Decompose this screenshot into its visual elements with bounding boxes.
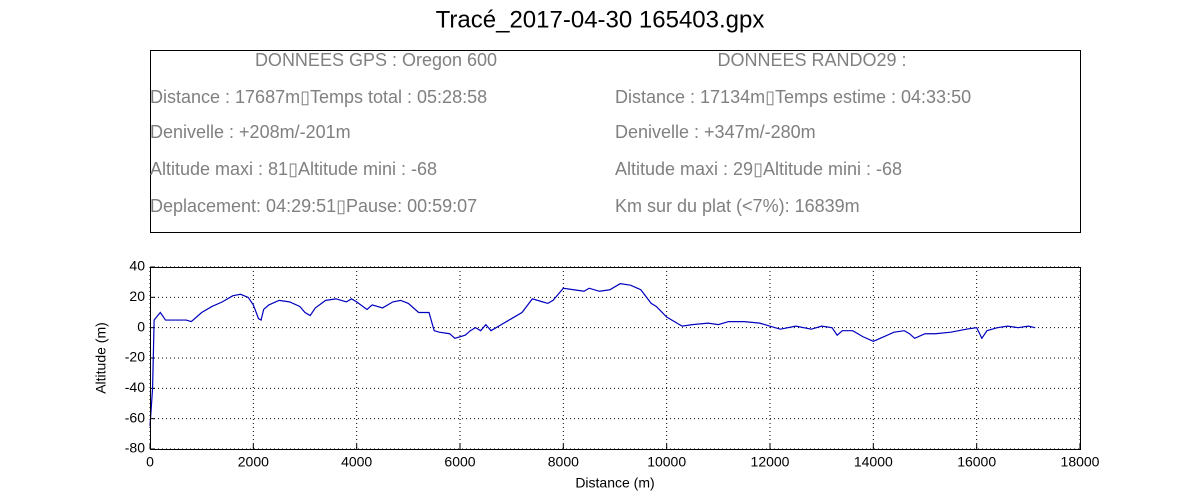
y-tick-label: 40 <box>129 258 145 274</box>
info-text: Altitude maxi : 81▯Altitude mini : -68 <box>150 159 437 179</box>
x-tick-label: 2000 <box>238 454 269 470</box>
x-tick-label: 0 <box>146 454 154 470</box>
info-text: Denivelle : +208m/-201m <box>150 122 351 142</box>
y-tick-label: 0 <box>137 318 145 334</box>
x-tick-label: 16000 <box>957 454 996 470</box>
x-axis-label: Distance (m) <box>575 475 654 491</box>
plot-frame <box>150 267 1081 450</box>
y-tick-label: -60 <box>125 409 145 425</box>
x-tick-label: 8000 <box>548 454 579 470</box>
y-tick-label: 20 <box>129 288 145 304</box>
y-tick-label: -80 <box>125 440 145 456</box>
y-tick-label: -40 <box>125 379 145 395</box>
info-text: DONNEES RANDO29 : <box>717 50 906 70</box>
x-tick-label: 18000 <box>1061 454 1100 470</box>
x-tick-label: 12000 <box>751 454 790 470</box>
info-text: Distance : 17687m▯Temps total : 05:28:58 <box>150 87 487 107</box>
info-text: Denivelle : +347m/-280m <box>615 122 816 142</box>
x-tick-label: 4000 <box>341 454 372 470</box>
x-tick-label: 14000 <box>854 454 893 470</box>
info-text: Distance : 17134m▯Temps estime : 04:33:5… <box>615 87 971 107</box>
info-text: DONNEES GPS : Oregon 600 <box>255 50 497 70</box>
info-text: Deplacement: 04:29:51▯Pause: 00:59:07 <box>150 196 477 216</box>
info-text: Km sur du plat (<7%): 16839m <box>615 196 860 216</box>
y-tick-label: -20 <box>125 349 145 365</box>
info-box <box>150 50 1081 233</box>
x-tick-label: 6000 <box>444 454 475 470</box>
x-tick-label: 10000 <box>647 454 686 470</box>
altitude-line <box>149 283 1036 427</box>
info-text: Altitude maxi : 29▯Altitude mini : -68 <box>615 159 902 179</box>
y-axis-label: Altitude (m) <box>93 322 109 394</box>
chart-title: Tracé_2017-04-30 165403.gpx <box>436 6 765 33</box>
